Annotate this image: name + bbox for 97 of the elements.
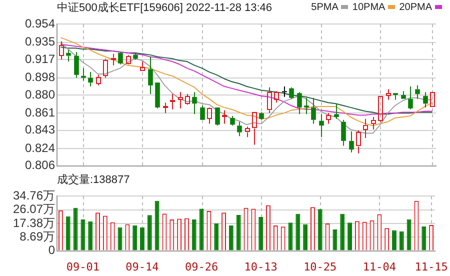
candlestick bbox=[349, 130, 354, 153]
candlestick bbox=[170, 94, 175, 110]
bar bbox=[332, 229, 338, 250]
candlestick bbox=[304, 97, 309, 115]
candlestick bbox=[185, 94, 190, 106]
y-tick-label: 8.69万 bbox=[20, 229, 55, 244]
candlestick bbox=[81, 68, 86, 82]
y-tick-label: 0.880 bbox=[24, 87, 56, 102]
bar bbox=[303, 224, 308, 250]
candlestick bbox=[334, 103, 339, 120]
chart-title: 成交量:138877 bbox=[57, 172, 130, 187]
candlestick bbox=[401, 90, 406, 99]
candlestick bbox=[59, 40, 64, 60]
candlestick bbox=[415, 84, 420, 100]
x-tick-label: 09-26 bbox=[184, 260, 218, 274]
candlestick bbox=[282, 86, 287, 98]
y-tick-label: 0.824 bbox=[24, 140, 56, 155]
candlestick bbox=[237, 121, 242, 137]
bar bbox=[340, 214, 345, 250]
bar bbox=[132, 225, 138, 250]
candlestick bbox=[423, 92, 428, 108]
bar bbox=[258, 217, 264, 250]
candlestick bbox=[252, 112, 257, 146]
bar bbox=[73, 208, 78, 250]
candlestick bbox=[74, 51, 79, 78]
candlestick bbox=[66, 50, 71, 62]
candlestick bbox=[393, 93, 398, 100]
bar bbox=[406, 219, 412, 250]
candlestick bbox=[378, 96, 383, 122]
bar bbox=[236, 214, 241, 250]
candlestick bbox=[267, 86, 272, 114]
legend-label: 20PMA bbox=[399, 2, 433, 13]
candlestick bbox=[259, 112, 264, 120]
candlestick bbox=[363, 118, 368, 139]
y-tick-label: 0.917 bbox=[24, 52, 56, 66]
candlestick bbox=[222, 110, 227, 124]
y-tick-label: 0.843 bbox=[24, 122, 56, 137]
candlestick bbox=[319, 114, 324, 138]
x-tick-label: 09-14 bbox=[126, 260, 160, 274]
candlestick bbox=[371, 116, 376, 130]
candlestick bbox=[386, 88, 391, 100]
legend-label: 10PMA bbox=[352, 2, 386, 13]
candlestick bbox=[103, 58, 108, 78]
candlestick bbox=[111, 53, 116, 66]
y-tick-label: 34.76万 bbox=[12, 188, 55, 203]
candlestick bbox=[163, 102, 168, 114]
bar bbox=[147, 215, 152, 250]
candlestick bbox=[311, 97, 316, 124]
bar bbox=[192, 220, 196, 250]
bar bbox=[154, 200, 160, 250]
candlestick bbox=[140, 61, 145, 71]
bar bbox=[348, 222, 352, 250]
bar bbox=[228, 226, 234, 250]
bar bbox=[80, 220, 86, 250]
candlestick bbox=[356, 130, 361, 154]
candlestick bbox=[326, 112, 331, 124]
candlestick bbox=[341, 119, 346, 146]
legend-label: 5PMA bbox=[311, 2, 340, 13]
candlestick bbox=[230, 116, 235, 126]
y-tick-label: 0.954 bbox=[24, 16, 56, 31]
y-tick-label: 17.38万 bbox=[12, 216, 55, 230]
candlestick bbox=[297, 92, 302, 115]
y-tick-label: 0.935 bbox=[24, 34, 56, 49]
x-tick-label: 11-15 bbox=[414, 260, 448, 274]
y-tick-label: 0.806 bbox=[24, 158, 56, 172]
candlestick bbox=[133, 52, 138, 60]
candlestick bbox=[178, 92, 183, 109]
bar bbox=[199, 208, 204, 250]
y-tick-label: 26.07万 bbox=[12, 202, 55, 216]
chart-title: 中证500成长ETF[159606] 2022-11-28 13:46 bbox=[57, 1, 272, 15]
candlestick bbox=[118, 51, 123, 65]
candlestick bbox=[274, 90, 279, 104]
x-tick-label: 09-01 bbox=[66, 260, 100, 274]
candlestick bbox=[192, 92, 197, 115]
bar bbox=[140, 227, 144, 250]
bar bbox=[318, 209, 322, 250]
candlestick bbox=[408, 86, 413, 110]
y-tick-label: 0.898 bbox=[24, 70, 56, 84]
candlestick bbox=[215, 107, 220, 126]
bar bbox=[422, 226, 426, 250]
y-tick-label: 0.861 bbox=[24, 105, 56, 120]
y-tick-label: 0 bbox=[48, 243, 56, 258]
candlestick bbox=[200, 105, 205, 120]
candlestick bbox=[148, 56, 153, 95]
candlestick bbox=[88, 72, 93, 87]
bar bbox=[392, 230, 396, 250]
x-tick-label: 11-04 bbox=[362, 260, 396, 274]
x-tick-label: 10-13 bbox=[244, 260, 278, 274]
bar bbox=[214, 223, 219, 250]
bar bbox=[88, 221, 93, 250]
candlestick bbox=[155, 82, 160, 109]
candlestick bbox=[289, 86, 294, 100]
x-tick-label: 10-25 bbox=[304, 260, 337, 274]
bar bbox=[399, 231, 404, 250]
bar bbox=[296, 214, 300, 250]
bar bbox=[66, 216, 70, 250]
candlestick bbox=[96, 74, 101, 86]
